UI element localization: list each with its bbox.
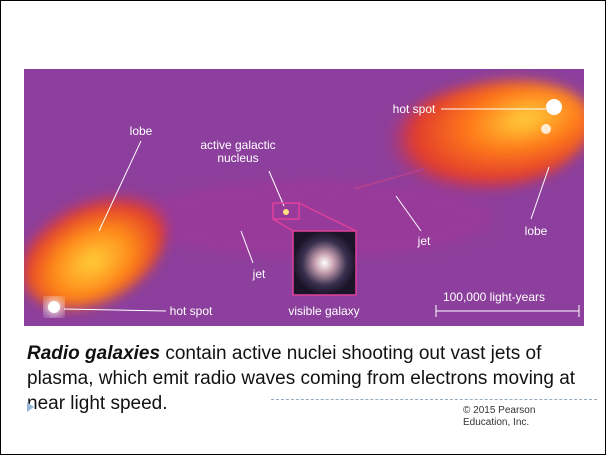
label: hot spot <box>393 102 436 116</box>
label: jet <box>252 267 266 281</box>
divider <box>271 399 597 400</box>
radio-galaxy-image: lobe active galactic nucleus hot spot lo… <box>24 69 584 326</box>
label: 100,000 light-years <box>443 290 545 304</box>
label: lobe <box>525 224 548 238</box>
label: visible galaxy <box>288 304 359 318</box>
label: nucleus <box>217 151 258 165</box>
label: lobe <box>130 124 153 138</box>
copyright: © 2015 Pearson Education, Inc. <box>463 405 563 429</box>
label: active galactic <box>200 138 275 152</box>
label: jet <box>417 234 431 248</box>
slide: lobe active galactic nucleus hot spot lo… <box>0 0 606 455</box>
caption-emphasis: Radio galaxies <box>27 343 160 364</box>
label: hot spot <box>170 304 213 318</box>
bullet <box>27 402 35 412</box>
